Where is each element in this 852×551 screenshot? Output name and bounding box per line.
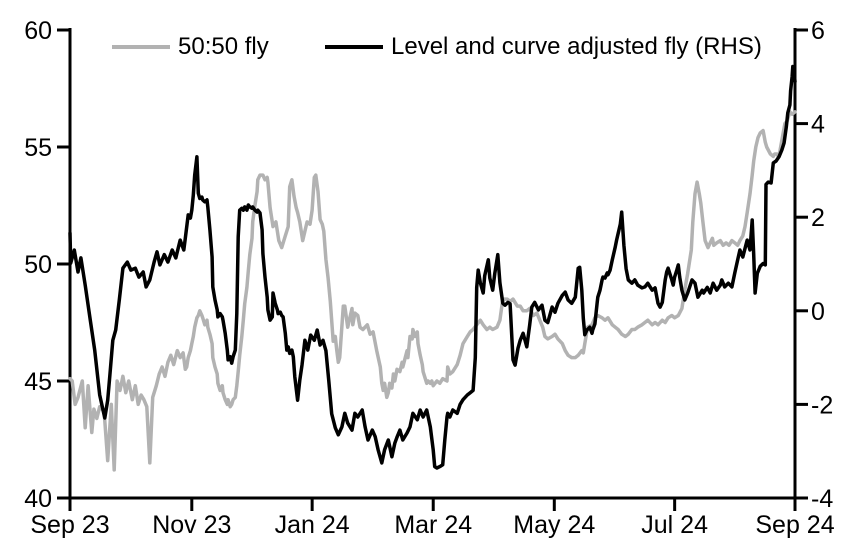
y-left-tick-label: 45: [24, 368, 52, 396]
series-lines: [68, 64, 797, 472]
x-tick-label: Nov 23: [152, 511, 231, 539]
axes: [68, 28, 797, 500]
legend-label-level-curve-adjusted-fly: Level and curve adjusted fly (RHS): [391, 33, 762, 60]
y-right-tick-label: -4: [811, 485, 833, 513]
y-right-tick-label: -2: [811, 391, 833, 419]
x-tick-label: Sep 24: [755, 511, 834, 539]
y-right-tick-label: 4: [811, 111, 825, 139]
y-left-tick-label: 55: [24, 134, 52, 162]
y-right-tick-label: 0: [811, 298, 825, 326]
series-level-curve-adjusted-fly-line: [68, 64, 797, 470]
y-right-tick-label: 2: [811, 204, 825, 232]
y-left-tick-label: 60: [24, 17, 52, 45]
legend-item-level-curve-adjusted-fly: Level and curve adjusted fly (RHS): [325, 33, 762, 61]
x-axis: Sep 23 Nov 23 Jan 24 Mar 24 May 24 Jul 24 Sep …: [30, 498, 835, 539]
legend-label-50-50-fly: 50:50 fly: [178, 33, 269, 60]
x-tick-label: Jan 24: [275, 511, 350, 539]
y-left-tick-label: 40: [24, 485, 52, 513]
y-left-tick-label: 50: [24, 251, 52, 279]
series-50-50-fly-line: [68, 110, 797, 472]
y-axis-left: 40 45 50 55 60: [24, 17, 70, 513]
legend-swatch-level-curve-adjusted-fly-line: [325, 45, 383, 49]
x-tick-label: Jul 24: [641, 511, 708, 539]
x-tick-label: May 24: [513, 511, 595, 539]
x-tick-label: Sep 23: [30, 511, 109, 539]
y-axis-right: -4 -2 0 2 4 6: [795, 17, 833, 513]
legend-item-50-50-fly: 50:50 fly: [112, 33, 269, 61]
x-tick-label: Mar 24: [394, 511, 472, 539]
y-right-tick-label: 6: [811, 17, 825, 45]
legend-swatch-50-50-fly-line: [112, 45, 170, 49]
